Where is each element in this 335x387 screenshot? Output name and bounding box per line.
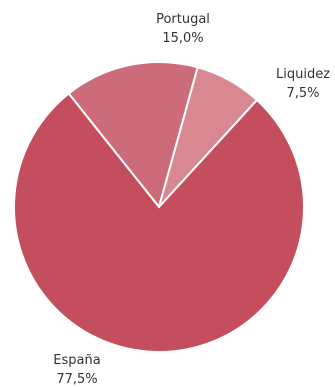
slice-value-portugal: 15,0% [162, 31, 203, 46]
pie-slices [13, 61, 305, 353]
slice-value-liquidez: 7,5% [286, 86, 319, 101]
slice-label-liquidez: Liquidez [276, 67, 330, 82]
slice-value-espana: 77,5% [56, 372, 97, 387]
slice-label-portugal: Portugal [156, 12, 210, 27]
pie-slice-portugal [67, 61, 199, 210]
pie-slice-espana [13, 92, 305, 353]
slice-label-espana: España [53, 353, 100, 368]
